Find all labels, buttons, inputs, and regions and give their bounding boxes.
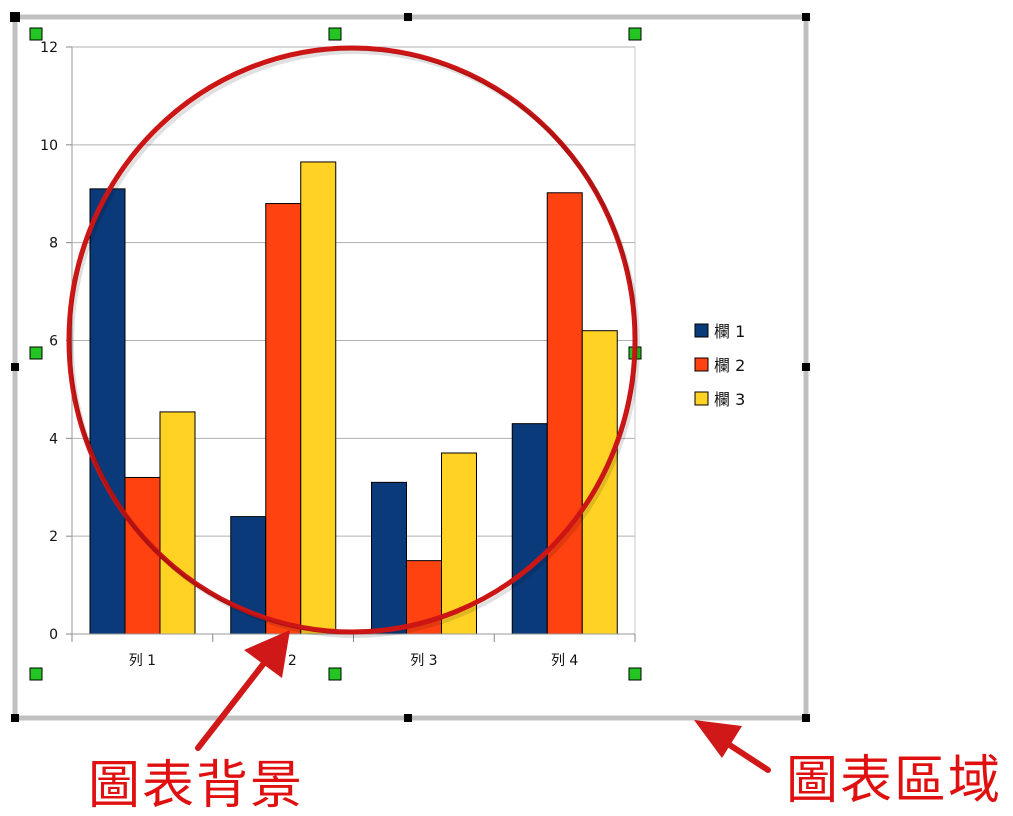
- chart-area-handles[interactable]: [11, 13, 810, 722]
- legend-swatch: [694, 323, 709, 338]
- y-tick-label: 2: [49, 529, 58, 545]
- arrow-to-area: [694, 720, 771, 773]
- y-tick-label: 8: [49, 236, 58, 252]
- selection-handle: [404, 714, 412, 722]
- selection-handle: [11, 363, 19, 371]
- selection-handle: [11, 714, 19, 722]
- selection-handle: [29, 346, 43, 360]
- y-tick-label: 4: [49, 431, 58, 447]
- x-tick-label: 列 3: [410, 653, 437, 669]
- selection-handle: [328, 27, 342, 41]
- y-tick-label: 6: [49, 334, 58, 350]
- chart-area-label: 圖表區域: [786, 751, 1003, 811]
- annotation-circle-shadow: [70, 50, 640, 638]
- legend: 欄 1 欄 2 欄 3: [694, 322, 745, 409]
- selection-handle: [628, 27, 642, 41]
- selection-handle: [11, 13, 19, 21]
- bar: [371, 481, 407, 635]
- bar: [546, 192, 583, 635]
- selection-handle: [404, 13, 412, 21]
- selection-handle: [29, 27, 43, 41]
- selection-handle: [802, 714, 810, 722]
- bar: [159, 411, 196, 635]
- bar: [511, 423, 548, 635]
- y-tick-label: 0: [49, 627, 58, 643]
- legend-label: 欄 2: [714, 356, 745, 375]
- y-tick-label: 12: [40, 40, 58, 56]
- selection-handle: [29, 667, 43, 681]
- legend-swatch: [694, 391, 709, 406]
- bar: [124, 476, 161, 635]
- x-tick-label: 列 4: [551, 653, 578, 669]
- y-axis: 0 2 4 6 8 10 12: [40, 40, 73, 643]
- selection-handle: [328, 667, 342, 681]
- arrow-to-background: [195, 630, 290, 751]
- selection-handle: [802, 363, 810, 371]
- chart-background-label: 圖表背景: [88, 756, 305, 816]
- bar: [265, 203, 302, 635]
- bar: [300, 161, 337, 635]
- selection-handle: [802, 13, 810, 21]
- selection-handle: [628, 667, 642, 681]
- bar: [89, 188, 126, 635]
- legend-label: 欄 1: [714, 322, 745, 341]
- chart-background-handles[interactable]: [29, 27, 642, 681]
- legend-label: 欄 3: [714, 390, 745, 409]
- annotation-circle: [66, 45, 638, 635]
- y-tick-label: 10: [40, 138, 58, 154]
- x-tick-label: 列 1: [129, 653, 156, 669]
- legend-swatch: [694, 357, 709, 372]
